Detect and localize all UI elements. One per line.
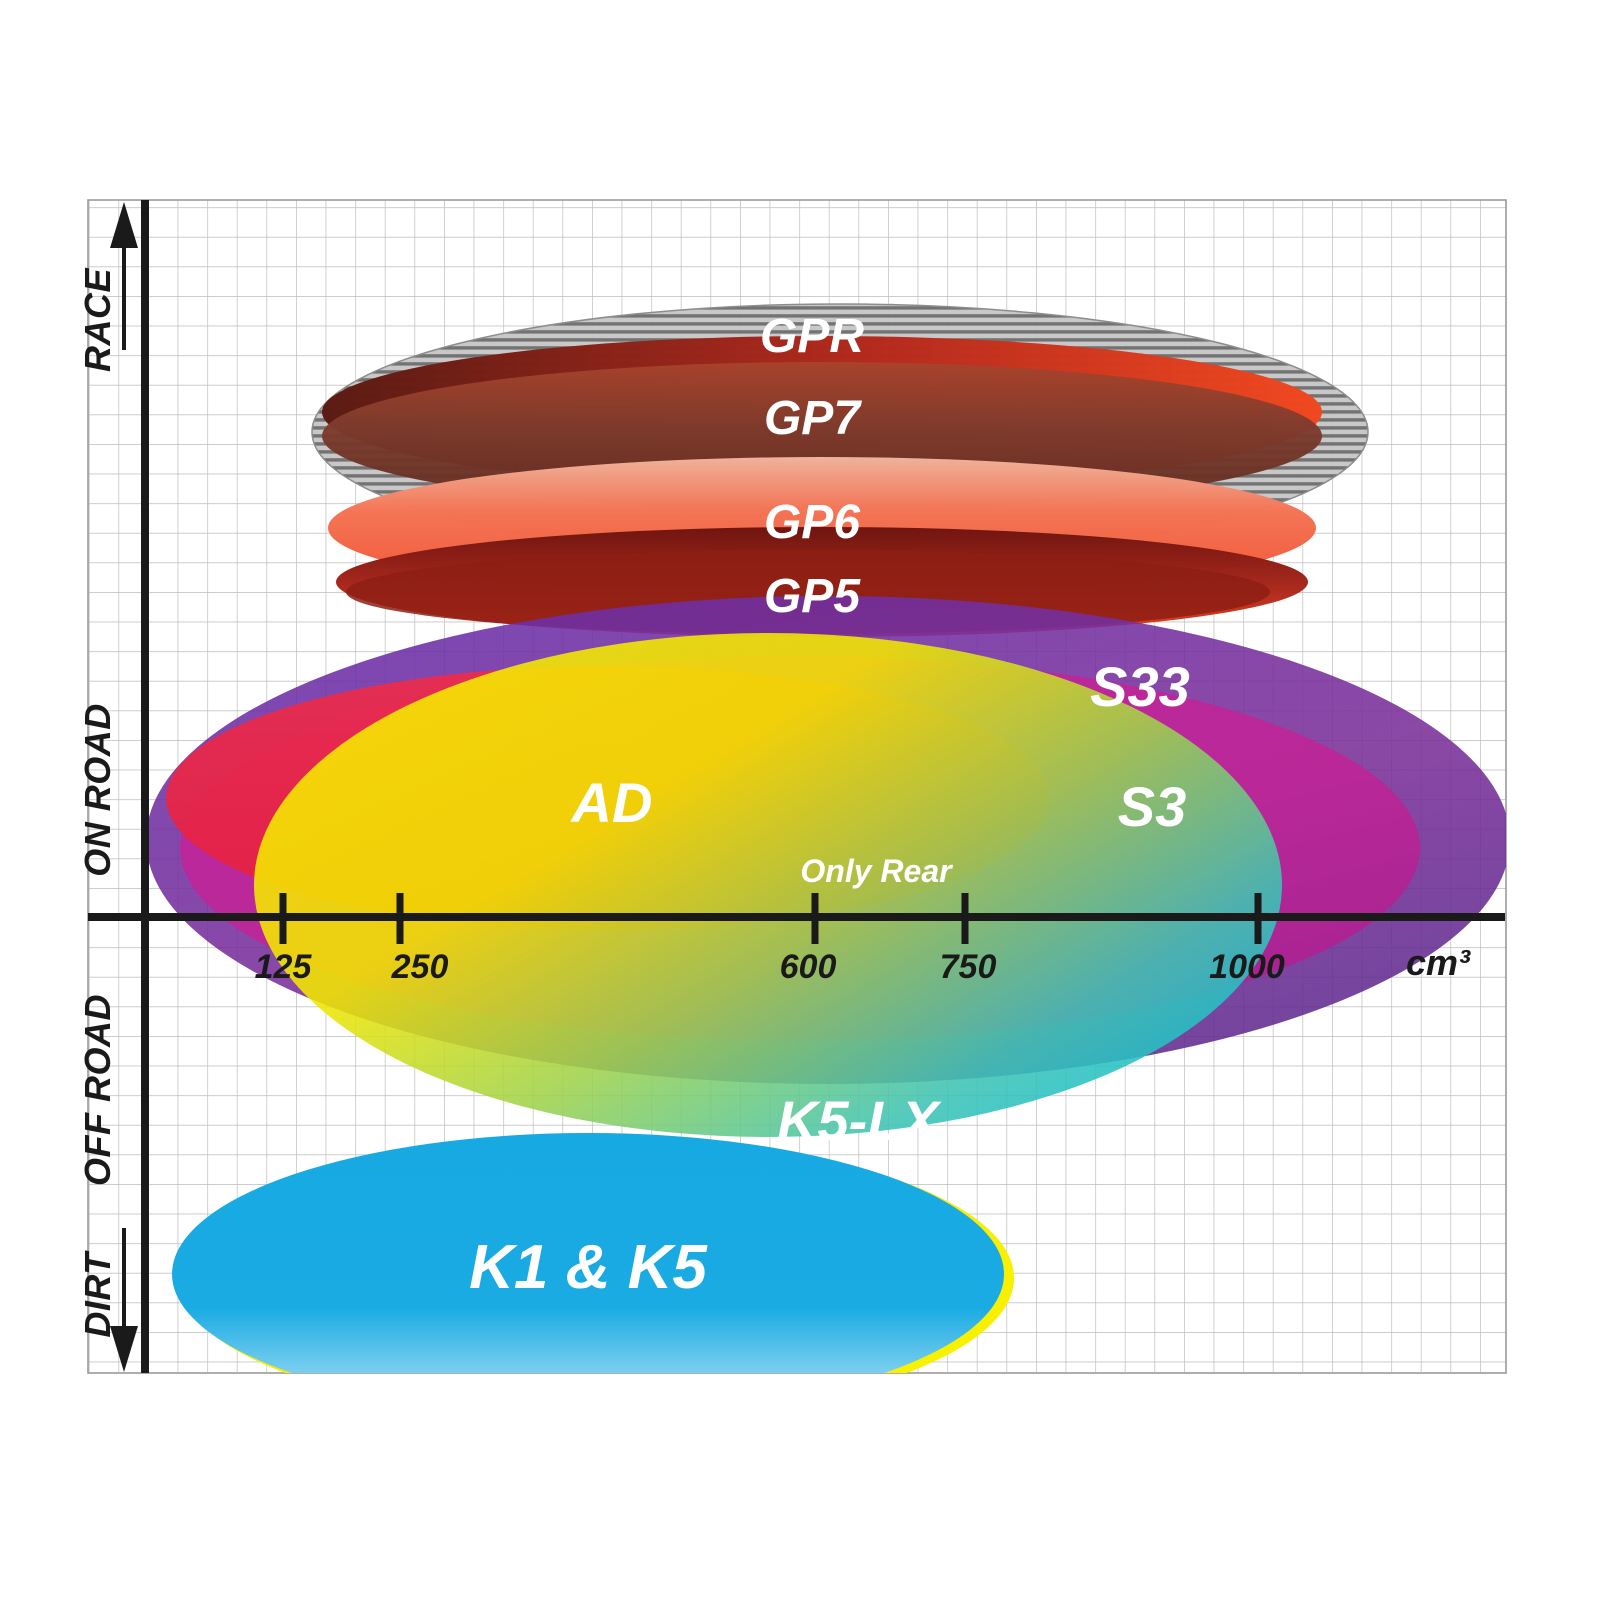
axes bbox=[88, 200, 1505, 1373]
bubble-label-s33: S33 bbox=[1090, 655, 1190, 718]
dirt-arrow-icon bbox=[110, 1228, 138, 1372]
y-label-on-road: ON ROAD bbox=[77, 703, 118, 877]
bubble-label-only-rear: Only Rear bbox=[800, 853, 953, 889]
bubble-label-gp7: GP7 bbox=[764, 392, 862, 445]
bubble-label-ad: AD bbox=[570, 771, 653, 834]
x-axis-unit-label: cm³ bbox=[1406, 942, 1471, 983]
y-axis-band-labels: RACE ON ROAD OFF ROAD DIRT bbox=[77, 268, 118, 1338]
bubble-label-k5lx: K5-LX bbox=[777, 1089, 942, 1152]
x-tick-125: 125 bbox=[255, 948, 313, 986]
bubble-plot-area bbox=[146, 303, 1506, 1420]
x-tick-250: 250 bbox=[391, 948, 449, 986]
y-label-race: RACE bbox=[77, 268, 118, 372]
bubble-label-gp6: GP6 bbox=[764, 496, 860, 549]
bubble-k5lx[interactable] bbox=[254, 633, 1282, 1137]
bubble-label-s3: S3 bbox=[1118, 775, 1187, 838]
y-label-dirt: DIRT bbox=[77, 1250, 118, 1338]
x-axis-ticks bbox=[279, 893, 1262, 944]
x-tick-750: 750 bbox=[940, 948, 997, 986]
y-label-off-road: OFF ROAD bbox=[77, 994, 118, 1186]
x-tick-1000: 1000 bbox=[1209, 948, 1285, 986]
bubble-labels: GPR GP7 GP6 GP5 S33 S3 AD Only Rear K5-L… bbox=[469, 310, 1190, 1302]
x-axis-tick-labels: 125 250 600 750 1000 cm³ bbox=[255, 942, 1471, 986]
bubble-k1-k5[interactable] bbox=[172, 1133, 1014, 1420]
bubble-label-k1-k5: K1 & K5 bbox=[469, 1233, 708, 1302]
bubble-label-gp5: GP5 bbox=[764, 570, 861, 623]
x-tick-600: 600 bbox=[780, 948, 837, 986]
race-arrow-icon bbox=[110, 202, 138, 350]
bubble-label-gpr: GPR bbox=[760, 310, 864, 363]
